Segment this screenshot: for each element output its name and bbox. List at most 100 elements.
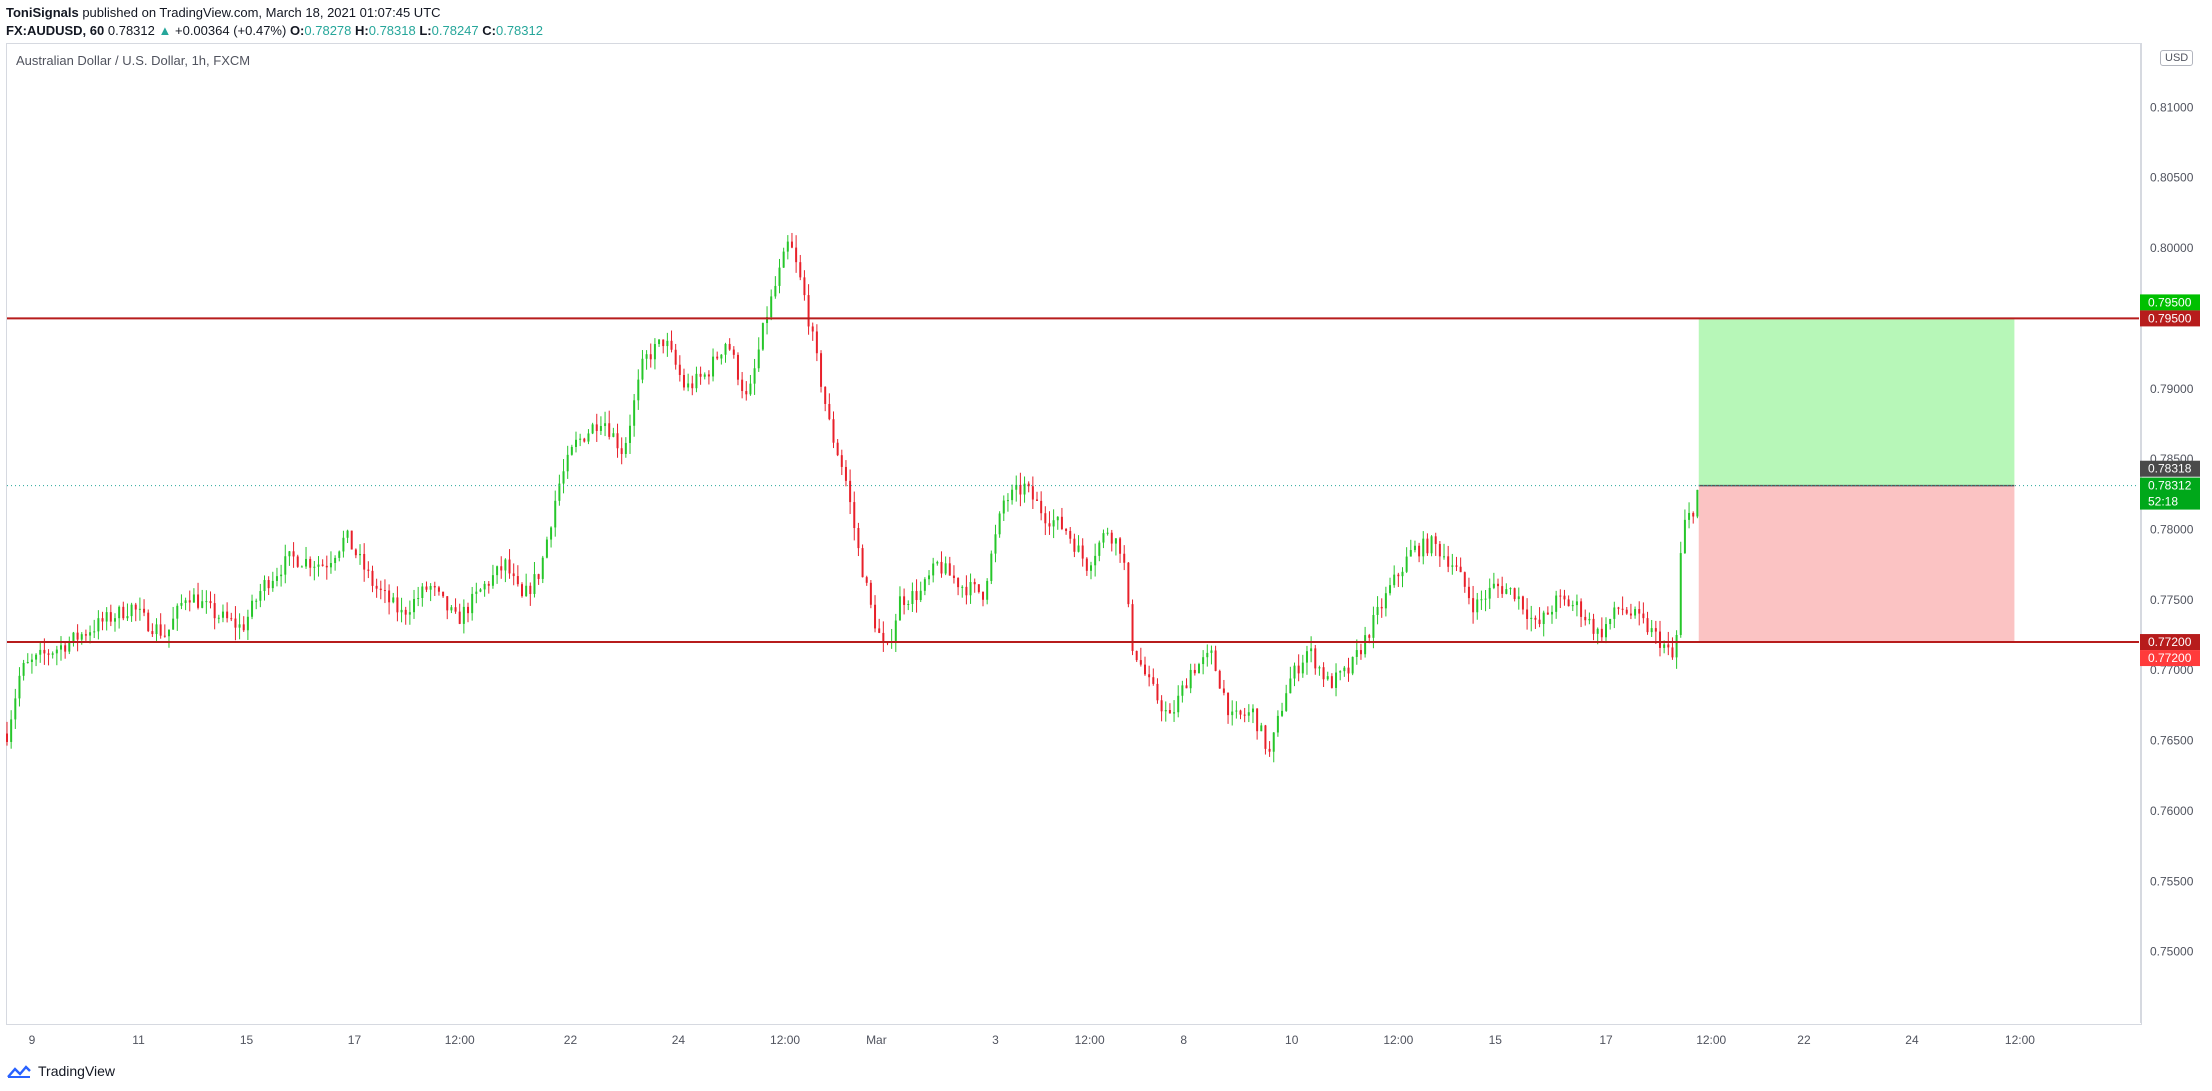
candle-body — [467, 606, 470, 614]
price-change: +0.00364 (+0.47%) — [175, 23, 287, 38]
candle-body — [1409, 550, 1412, 557]
candle-body — [105, 612, 108, 622]
candle-body — [1330, 676, 1333, 688]
candle-body — [587, 433, 590, 442]
candle-body — [1513, 588, 1516, 600]
candle-body — [1318, 667, 1321, 669]
candle-body — [242, 624, 245, 631]
candle-body — [491, 575, 494, 586]
candle-body — [1654, 628, 1657, 632]
candle-body — [1002, 500, 1005, 514]
candle-body — [1339, 671, 1342, 673]
candle-body — [811, 326, 814, 332]
candle-body — [1368, 635, 1371, 638]
candle-body — [1139, 660, 1142, 665]
price-tick-label: 0.80000 — [2150, 241, 2194, 255]
candle-body — [379, 588, 382, 591]
tradingview-logo[interactable]: TradingView — [6, 1063, 115, 1079]
candle-body — [280, 574, 283, 577]
candle-body — [1027, 483, 1030, 487]
candle-body — [1559, 595, 1562, 597]
author-name[interactable]: ToniSignals — [6, 5, 79, 20]
candle-body — [1459, 566, 1462, 573]
candle-body — [782, 251, 785, 268]
chart-canvas[interactable]: 0.810000.805000.800000.795000.790000.785… — [0, 0, 2212, 1060]
brand-name: TradingView — [38, 1063, 116, 1079]
candle-body — [305, 558, 308, 567]
candle-body — [1210, 650, 1213, 653]
candle-body — [292, 551, 295, 557]
candle-body — [1048, 523, 1051, 527]
candle-body — [383, 590, 386, 592]
candle-body — [504, 559, 507, 571]
candle-body — [986, 580, 989, 600]
candle-body — [263, 580, 266, 592]
candle-body — [1463, 572, 1466, 587]
candle-body — [446, 596, 449, 611]
candle-body — [1164, 710, 1167, 712]
candle-body — [1575, 601, 1578, 606]
candle-body — [712, 356, 715, 377]
candle-body — [342, 537, 345, 552]
candle-body — [209, 601, 212, 604]
candle-body — [1293, 665, 1296, 679]
candle-body — [604, 423, 607, 427]
candle-body — [1534, 617, 1537, 620]
time-tick-label: 12:00 — [1075, 1033, 1105, 1047]
candle-body — [1268, 748, 1271, 752]
currency-button[interactable]: USD — [2160, 50, 2194, 66]
time-tick-label: 22 — [564, 1033, 578, 1047]
candle-body — [728, 343, 731, 350]
candle-body — [1679, 553, 1682, 635]
candle-body — [915, 591, 918, 601]
price-axis[interactable] — [2140, 43, 2207, 1023]
candle-body — [961, 586, 964, 588]
candle-body — [1638, 609, 1641, 614]
candle-body — [43, 649, 46, 654]
candle-body — [1069, 530, 1072, 539]
candle-body — [417, 597, 420, 599]
price-tick-label: 0.79000 — [2150, 382, 2194, 396]
candle-body — [741, 379, 744, 392]
candle-body — [541, 557, 544, 579]
candle-body — [1538, 619, 1541, 625]
candle-body — [338, 551, 341, 558]
candle-body — [1006, 500, 1009, 502]
target-price-badge-bg — [2140, 294, 2200, 311]
time-tick-label: 15 — [240, 1033, 254, 1047]
candle-body — [857, 528, 860, 549]
candle-body — [844, 466, 847, 481]
chart-header: ToniSignals published on TradingView.com… — [6, 4, 543, 40]
candle-body — [1281, 710, 1284, 716]
bar-timer: 52:18 — [2148, 495, 2178, 509]
candle-body — [400, 609, 403, 613]
candle-body — [840, 455, 843, 467]
candle-body — [707, 374, 710, 377]
candle-body — [159, 624, 162, 636]
candle-body — [1102, 533, 1105, 543]
candle-body — [699, 373, 702, 377]
candle-body — [658, 339, 661, 345]
candle-body — [716, 356, 719, 359]
candle-body — [803, 277, 806, 296]
candle-body — [429, 586, 432, 590]
candle-body — [375, 585, 378, 589]
candle-body — [471, 593, 474, 614]
candle-body — [1106, 532, 1109, 534]
candle-body — [628, 425, 631, 443]
candle-body — [894, 620, 897, 642]
candle-body — [1127, 562, 1130, 605]
candle-body — [1567, 599, 1570, 607]
candle-body — [1011, 489, 1014, 501]
candle-body — [670, 340, 673, 350]
candle-body — [1314, 648, 1317, 669]
candle-body — [641, 358, 644, 380]
candle-body — [570, 446, 573, 455]
candle-body — [437, 587, 440, 592]
candle-body — [1152, 677, 1155, 684]
candle-body — [537, 574, 540, 579]
candle-body — [213, 603, 216, 619]
candle-body — [450, 607, 453, 611]
candle-body — [176, 605, 179, 619]
chart-pane[interactable] — [6, 43, 2142, 1025]
